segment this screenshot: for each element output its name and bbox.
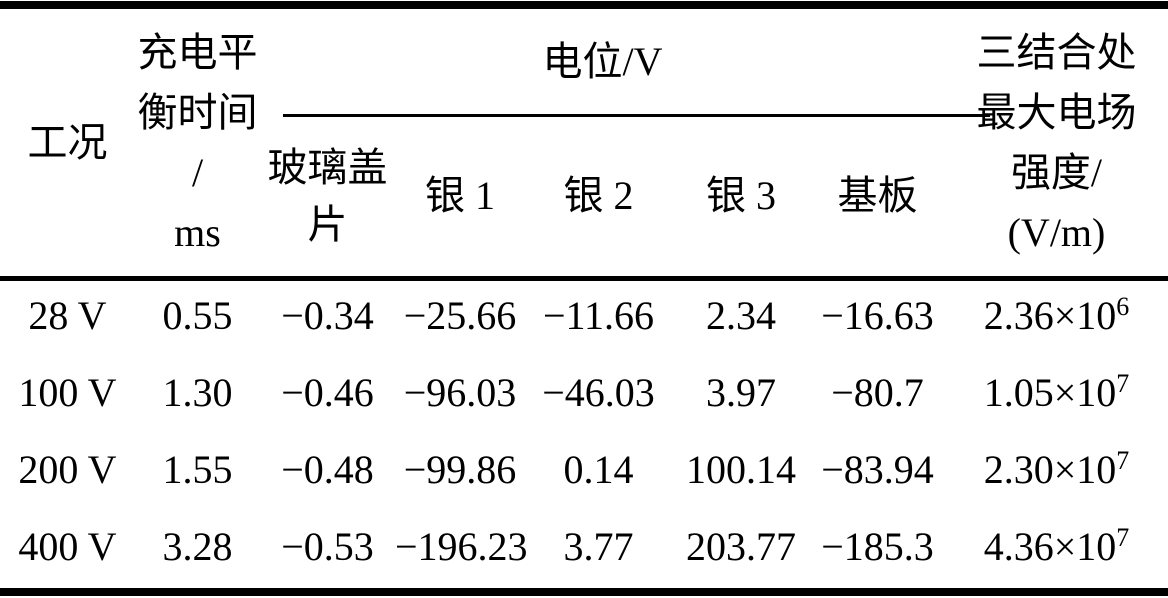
header-silver2: 银 2 xyxy=(563,173,634,218)
cell-condition: 200 V xyxy=(18,446,117,492)
header-body-separator-rule xyxy=(0,276,1168,281)
cell-silver2: −46.03 xyxy=(542,369,655,415)
max-field-base: 1.05×10 xyxy=(983,369,1117,415)
max-field-exponent: 7 xyxy=(1116,522,1130,552)
header-glass-cover-line1: 玻璃盖 xyxy=(267,145,388,190)
table-row: 28 V 0.55 −0.34 −25.66 −11.66 2.34 −16.6… xyxy=(0,277,1168,354)
cell-silver3: 203.77 xyxy=(686,523,796,569)
cell-substrate: −185.3 xyxy=(821,523,934,569)
cell-condition: 28 V xyxy=(28,292,107,338)
cell-charge-time: 1.30 xyxy=(162,369,233,415)
cell-substrate: −80.7 xyxy=(831,369,924,415)
header-glass-cover: 玻璃盖 片 xyxy=(260,115,395,277)
cell-glass: −0.34 xyxy=(281,292,374,338)
max-field-exponent: 6 xyxy=(1116,291,1130,321)
cell-silver3: 2.34 xyxy=(706,292,776,338)
header-silver3: 银 3 xyxy=(706,173,776,218)
max-field-base: 2.30×10 xyxy=(983,446,1117,492)
header-charge-time: 充电平 衡时间 / ms xyxy=(135,9,260,277)
max-field-exponent: 7 xyxy=(1116,445,1130,475)
cell-condition: 100 V xyxy=(18,369,117,415)
cell-glass: −0.53 xyxy=(281,523,374,569)
header-max-field-line3: 强度/ xyxy=(1010,150,1103,195)
header-potential-group: 电位/V xyxy=(542,39,663,84)
table-row: 400 V 3.28 −0.53 −196.23 3.77 203.77 −18… xyxy=(0,508,1168,585)
max-field-base: 4.36×10 xyxy=(983,523,1117,569)
cell-charge-time: 0.55 xyxy=(162,292,233,338)
header-charge-time-line4: ms xyxy=(174,210,221,255)
cell-silver3: 100.14 xyxy=(686,446,796,492)
header-silver1: 银 1 xyxy=(425,173,495,218)
cell-silver3: 3.97 xyxy=(706,369,776,415)
header-charge-time-line3: / xyxy=(191,150,204,195)
cell-silver2: 3.77 xyxy=(563,523,634,569)
cell-substrate: −83.94 xyxy=(821,446,934,492)
header-glass-cover-line2: 片 xyxy=(307,202,348,247)
data-table: 工况 充电平 衡时间 / ms 电位/V 三结合处 最大电场 强度/ (V/m)… xyxy=(0,9,1168,585)
header-row-2: 玻璃盖 片 银 1 银 2 银 3 基板 xyxy=(0,115,1168,277)
header-max-field-line2: 最大电场 xyxy=(976,90,1137,135)
cell-max-field: 2.36×106 xyxy=(945,277,1168,354)
header-max-field-line4: (V/m) xyxy=(1007,210,1106,255)
header-max-field-line1: 三结合处 xyxy=(976,30,1137,75)
cell-silver1: −196.23 xyxy=(395,523,528,569)
header-charge-time-line1: 充电平 xyxy=(137,30,258,75)
cell-silver1: −99.86 xyxy=(403,446,517,492)
cell-glass: −0.48 xyxy=(281,446,374,492)
table-bottom-rule xyxy=(0,588,1168,596)
cell-silver2: −11.66 xyxy=(542,292,655,338)
cell-max-field: 1.05×107 xyxy=(945,354,1168,431)
cell-silver1: −25.66 xyxy=(403,292,517,338)
cell-substrate: −16.63 xyxy=(821,292,934,338)
cell-charge-time: 1.55 xyxy=(162,446,233,492)
header-max-field: 三结合处 最大电场 强度/ (V/m) xyxy=(945,9,1168,277)
header-condition: 工况 xyxy=(27,120,108,165)
cell-condition: 400 V xyxy=(18,523,117,569)
header-substrate: 基板 xyxy=(837,173,918,218)
cell-charge-time: 3.28 xyxy=(162,523,233,569)
potential-spanner-rule xyxy=(283,114,990,117)
cell-silver2: 0.14 xyxy=(563,446,634,492)
cell-max-field: 4.36×107 xyxy=(945,508,1168,585)
header-row-1: 工况 充电平 衡时间 / ms 电位/V 三结合处 最大电场 强度/ (V/m) xyxy=(0,9,1168,255)
cell-silver1: −96.03 xyxy=(403,369,517,415)
max-field-exponent: 7 xyxy=(1116,368,1130,398)
table-row: 200 V 1.55 −0.48 −99.86 0.14 100.14 −83.… xyxy=(0,431,1168,508)
max-field-base: 2.36×10 xyxy=(983,292,1117,338)
header-charge-time-line2: 衡时间 xyxy=(137,90,258,135)
cell-max-field: 2.30×107 xyxy=(945,431,1168,508)
table-row: 100 V 1.30 −0.46 −96.03 −46.03 3.97 −80.… xyxy=(0,354,1168,431)
table-top-rule xyxy=(0,1,1168,9)
cell-glass: −0.46 xyxy=(281,369,374,415)
